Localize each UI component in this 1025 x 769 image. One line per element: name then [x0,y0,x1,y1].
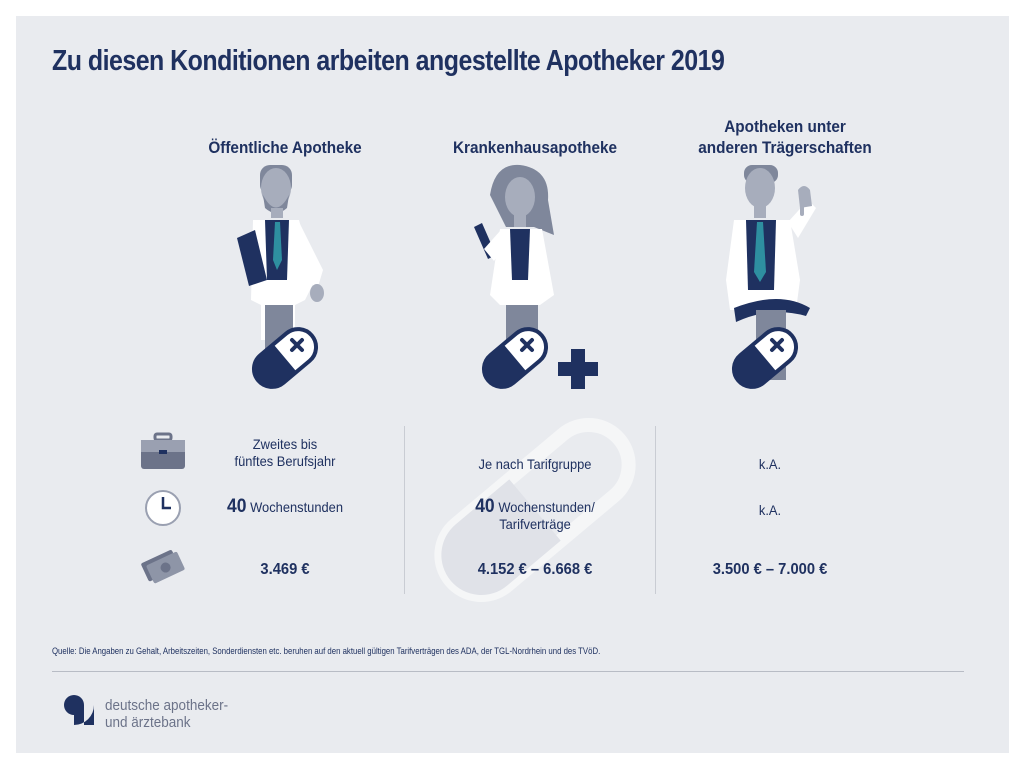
experience-text: Zweites bis [252,436,318,452]
source-note: Quelle: Die Angaben zu Gehalt, Arbeitsze… [52,646,601,657]
footer-divider [52,671,964,672]
pharmacist-woman-illustration [474,164,554,350]
salary-hospital-pharmacy: 4.152 € – 6.668 € [477,561,593,578]
bank-name-line: deutsche apotheker- [105,697,229,714]
hours-number: 40 [226,496,247,517]
salary-public-pharmacy: 3.469 € [260,561,310,578]
experience-other-carriers: k.A. [758,456,782,472]
bank-logo-icon [54,685,94,725]
capsule-illustration [731,327,799,389]
hours-public-pharmacy: 40 Wochenstunden [211,496,358,517]
medical-cross-icon [558,349,598,389]
column-divider [655,426,656,594]
salary-other-carriers: 3.500 € – 7.000 € [712,561,828,578]
column-heading-line: Apotheken unter [724,117,846,136]
hours-unit: Wochenstunden [250,499,343,515]
hours-note: Tarifverträge [499,516,571,532]
column-heading-other-carriers: Apotheken unter anderen Trägerschaften [668,116,902,158]
capsule-illustration [251,327,319,389]
experience-text: fünftes Berufsjahr [234,453,336,469]
clock-icon [145,490,181,526]
money-icon [141,550,185,584]
experience-public-pharmacy: Zweites bis fünftes Berufsjahr [211,436,358,470]
bank-name: deutsche apotheker- und ärztebank [105,697,228,731]
pharmacist-pointing-illustration [726,165,816,380]
briefcase-icon [141,432,185,469]
hours-number: 40 [475,496,495,517]
column-heading-line: anderen Trägerschaften [698,138,872,157]
capsule-illustration [481,327,549,389]
page-title: Zu diesen Konditionen arbeiten angestell… [52,45,725,77]
capsule-watermark-icon [434,418,636,602]
column-heading-public-pharmacy: Öffentliche Apotheke [208,138,362,157]
hours-other-carriers: k.A. [758,502,782,518]
hours-unit: Wochenstunden/ [498,499,595,515]
experience-hospital-pharmacy: Je nach Tarifgruppe [478,456,592,472]
hours-hospital-pharmacy: 40 Wochenstunden/ Tarifverträge [461,496,608,533]
column-heading-hospital-pharmacy: Krankenhausapotheke [452,138,618,157]
bank-name-line: und ärztebank [105,714,191,731]
column-divider [404,426,405,594]
